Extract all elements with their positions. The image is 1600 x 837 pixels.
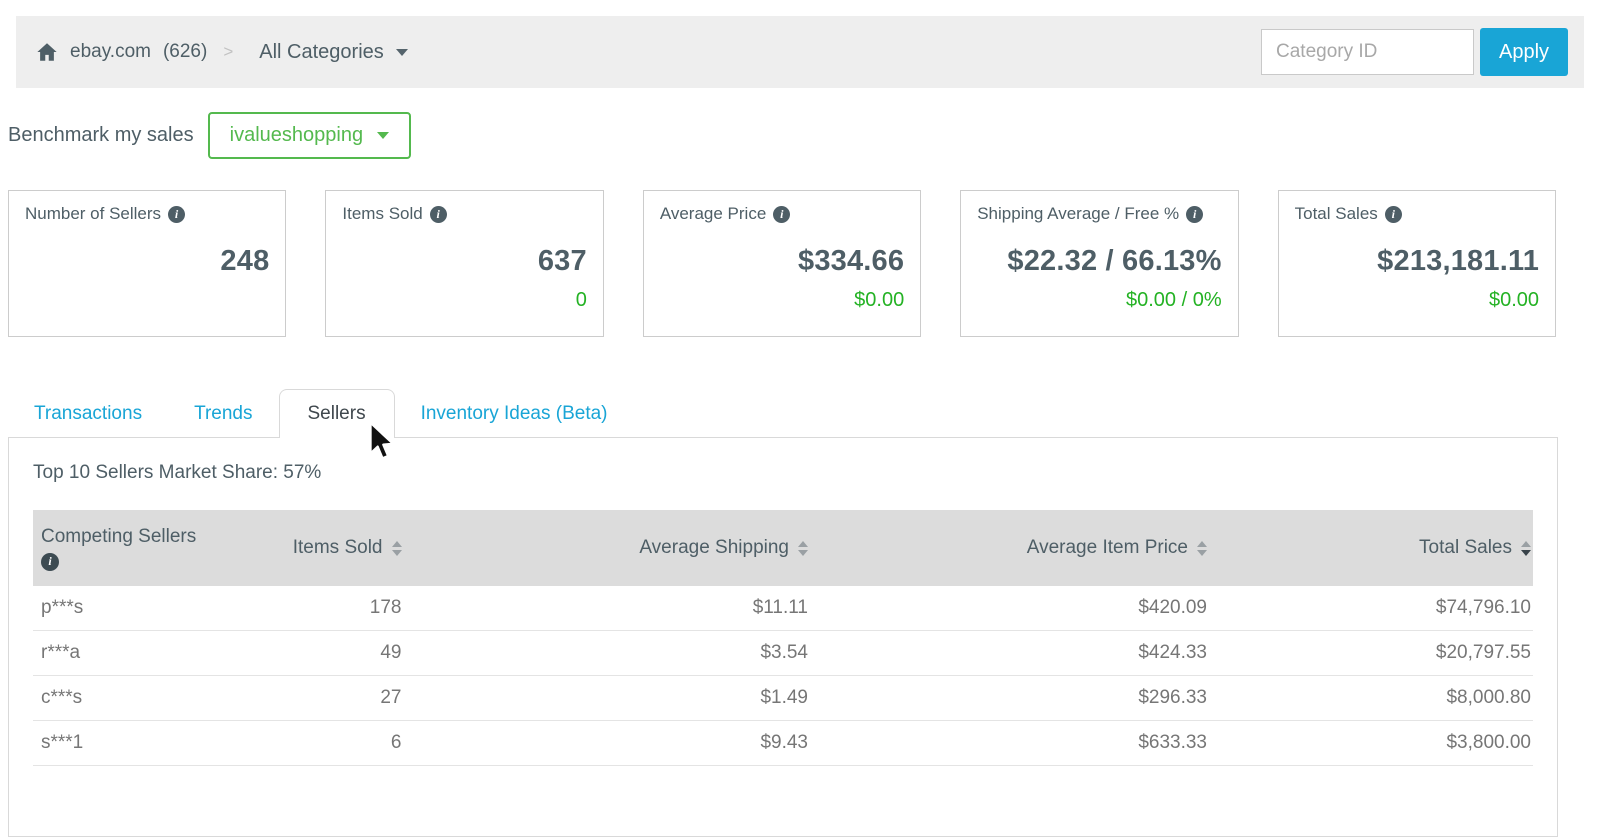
table-row: r***a 49 $3.54 $424.33 $20,797.55: [33, 631, 1533, 676]
apply-button[interactable]: Apply: [1480, 28, 1568, 76]
average-shipping-value: $3.54: [760, 642, 808, 663]
info-icon[interactable]: i: [41, 552, 59, 571]
column-header-label: Average Item Price: [1026, 537, 1188, 558]
sort-icon: [1521, 540, 1531, 556]
stat-card-value: $334.66: [797, 245, 905, 277]
seller-name: p***s: [41, 597, 84, 618]
category-search-group: Apply: [1261, 28, 1568, 76]
stat-card-value: $213,181.11: [1377, 245, 1540, 277]
stat-card-benchmark-value: $0.00: [1488, 289, 1540, 311]
average-shipping-value: $1.49: [760, 687, 808, 708]
benchmark-account-label: ivalueshopping: [229, 124, 364, 146]
seller-name: c***s: [41, 687, 83, 708]
total-sales-value: $20,797.55: [1435, 642, 1531, 663]
stat-card-number-of-sellers: Number of Sellers i 248: [8, 190, 287, 337]
column-header-items-sold[interactable]: Items Sold: [228, 537, 404, 559]
column-header-average-shipping[interactable]: Average Shipping: [404, 537, 811, 559]
average-item-price-value: $424.33: [1138, 642, 1207, 663]
sort-icon: [798, 540, 808, 556]
stat-card-label: Items Sold: [342, 204, 423, 223]
average-item-price-value: $296.33: [1138, 687, 1207, 708]
market-share-text: Top 10 Sellers Market Share: 57%: [33, 462, 322, 483]
average-shipping-value: $11.11: [752, 597, 808, 618]
column-header-total-sales[interactable]: Total Sales: [1209, 537, 1533, 559]
breadcrumb-site[interactable]: ebay.com: [70, 41, 151, 62]
competing-sellers-table: Competing Sellers i Items Sold Average S…: [33, 510, 1533, 766]
stat-card-value: 248: [220, 245, 270, 277]
tab-label: Transactions: [34, 402, 143, 424]
table-body: p***s 178 $11.11 $420.09 $74,796.10 r***…: [33, 586, 1533, 766]
breadcrumb-separator: >: [223, 42, 234, 61]
stats-cards: Number of Sellers i 248 Items Sold i 637…: [8, 190, 1557, 337]
total-sales-value: $3,800.00: [1446, 732, 1531, 753]
info-icon[interactable]: i: [1384, 205, 1402, 223]
sellers-panel: Top 10 Sellers Market Share: 57% Competi…: [8, 437, 1558, 837]
stat-card-label: Shipping Average / Free %: [977, 204, 1180, 223]
tab-label: Trends: [194, 402, 253, 424]
tab-label: Sellers: [307, 403, 366, 424]
tab-inventory-ideas-beta[interactable]: Inventory Ideas (Beta): [395, 389, 634, 438]
info-icon[interactable]: i: [1186, 205, 1204, 223]
stat-card-items-sold: Items Sold i 637 0: [325, 190, 604, 337]
stat-card-total-sales: Total Sales i $213,181.11 $0.00: [1277, 190, 1557, 337]
chevron-down-icon: [395, 48, 408, 56]
column-header-label: Total Sales: [1419, 537, 1512, 558]
stat-card-label: Average Price: [659, 204, 767, 223]
average-shipping-value: $9.43: [760, 732, 808, 753]
total-sales-value: $8,000.80: [1446, 687, 1531, 708]
stat-card-label: Total Sales: [1294, 204, 1378, 223]
items-sold-value: 49: [380, 642, 402, 663]
benchmark-account-dropdown[interactable]: ivalueshopping: [207, 112, 412, 159]
category-id-input[interactable]: [1261, 29, 1474, 75]
breadcrumb-count: (626): [162, 41, 208, 62]
items-sold-value: 27: [380, 687, 402, 708]
stat-card-value: $22.32 / 66.13%: [1007, 245, 1222, 277]
items-sold-value: 6: [390, 732, 402, 753]
stat-card-average-price: Average Price i $334.66 $0.00: [642, 190, 922, 337]
tab-label: Inventory Ideas (Beta): [420, 402, 608, 424]
column-header-average-item-price[interactable]: Average Item Price: [810, 537, 1209, 559]
table-row: s***1 6 $9.43 $633.33 $3,800.00: [33, 721, 1533, 766]
tab-sellers[interactable]: Sellers: [278, 389, 395, 438]
tab-bar: Transactions Trends Sellers Inventory Id…: [8, 389, 634, 438]
stat-card-benchmark-value: 0: [575, 289, 587, 311]
items-sold-value: 178: [369, 597, 402, 618]
table-row: c***s 27 $1.49 $296.33 $8,000.80: [33, 676, 1533, 721]
stat-card-shipping-average-free: Shipping Average / Free % i $22.32 / 66.…: [960, 190, 1239, 337]
sort-icon: [391, 540, 402, 556]
stat-card-benchmark-value: [25, 289, 269, 313]
info-icon[interactable]: i: [429, 205, 447, 223]
column-header-competing-sellers: Competing Sellers i: [33, 526, 228, 571]
average-item-price-value: $420.09: [1138, 597, 1207, 618]
all-categories-dropdown[interactable]: All Categories: [259, 41, 408, 64]
table-header-row: Competing Sellers i Items Sold Average S…: [33, 510, 1533, 586]
info-icon[interactable]: i: [773, 205, 791, 223]
total-sales-value: $74,796.10: [1435, 597, 1531, 618]
column-header-label: Average Shipping: [639, 537, 789, 558]
chevron-down-icon: [377, 132, 390, 139]
seller-name: s***1: [41, 732, 84, 753]
stat-card-benchmark-value: $0.00: [854, 289, 905, 311]
info-icon[interactable]: i: [168, 205, 186, 223]
stat-card-value: 637: [537, 245, 587, 277]
average-item-price-value: $633.33: [1138, 732, 1207, 753]
tab-transactions[interactable]: Transactions: [8, 389, 168, 438]
seller-name: r***a: [41, 642, 81, 663]
stat-card-benchmark-value: $0.00 / 0%: [1126, 289, 1222, 311]
all-categories-label: All Categories: [259, 40, 384, 63]
stat-card-label: Number of Sellers: [25, 204, 162, 223]
benchmark-row: Benchmark my sales ivalueshopping: [8, 112, 412, 159]
benchmark-label: Benchmark my sales: [8, 124, 194, 146]
table-row: p***s 178 $11.11 $420.09 $74,796.10: [33, 586, 1533, 631]
home-icon[interactable]: [36, 41, 58, 63]
top-toolbar: ebay.com (626) > All Categories Apply: [16, 16, 1584, 88]
column-header-label: Items Sold: [292, 537, 383, 558]
tab-trends[interactable]: Trends: [168, 389, 278, 438]
breadcrumb: ebay.com (626) > All Categories: [36, 41, 408, 64]
sort-icon: [1197, 540, 1207, 556]
column-header-label: Competing Sellers: [41, 525, 197, 547]
